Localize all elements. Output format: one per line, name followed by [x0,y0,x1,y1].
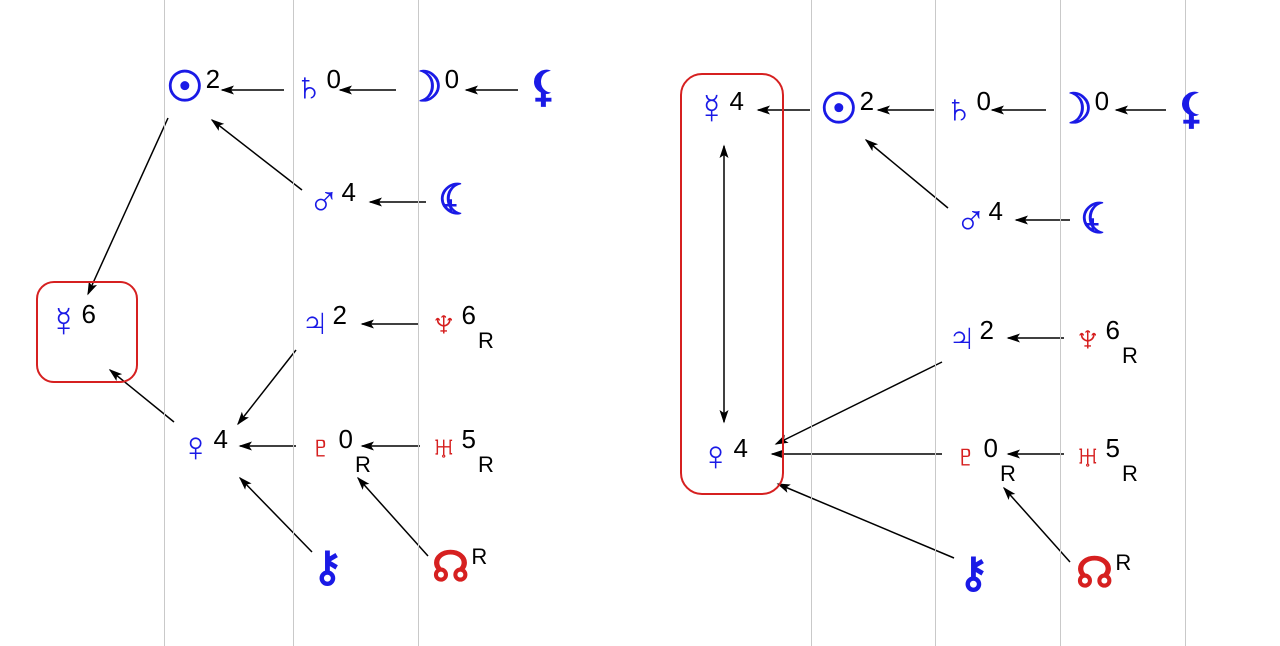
r-moon-glyph: ☽ [1055,88,1093,130]
l-saturn-glyph: ♄ [293,66,325,108]
r-pluto: ♇0R [950,435,998,477]
l-pluto-number: 0 [339,426,353,452]
l-mercury-number: 6 [82,301,96,327]
arrow [240,478,312,552]
l-node-retro: R [471,546,487,568]
r-chiron-glyph: ⚷ [958,552,989,594]
r-saturn: ♄0 [943,88,991,130]
r-lilith-glyph: ☾+ [1080,198,1118,240]
r-pluto-number: 0 [984,435,998,461]
r-uranus: ♅5R [1072,435,1120,477]
l-pluto-glyph: ♇ [305,426,337,468]
r-lilith2: ⚸ [1176,88,1207,130]
l-sun-number: 2 [206,66,220,92]
r-uranus-retro: R [1122,463,1138,485]
gridline [811,0,812,646]
r-neptune: ♆6R [1072,317,1120,359]
r-neptune-retro: R [1122,345,1138,367]
r-pluto-retro: R [1000,463,1016,485]
r-moon-number: 0 [1095,88,1109,114]
l-neptune: ♆6R [428,302,476,344]
r-pluto-glyph: ♇ [950,435,982,477]
r-uranus-glyph: ♅ [1072,435,1104,477]
l-moon: ☽0 [405,66,459,108]
l-venus-number: 4 [214,426,228,452]
l-lilith2-glyph: ⚸ [528,66,559,108]
l-jupiter: ♃2 [299,302,347,344]
l-neptune-number: 6 [462,302,476,328]
hl-right [680,73,784,495]
arrow [212,120,302,190]
r-sun: ☉2 [820,88,874,130]
l-node-glyph: ☊ [432,546,469,588]
l-uranus-number: 5 [462,426,476,452]
l-jupiter-number: 2 [333,302,347,328]
arrow [778,484,954,558]
diagram-stage: ☉2♄0☽0⚸♂4☾+☿6♃2♆6R♀4♇0R♅5R⚷☊R☿4☉2♄0☽0⚸♂4… [0,0,1280,646]
l-uranus-glyph: ♅ [428,426,460,468]
l-pluto-retro: R [355,454,371,476]
l-sun-glyph: ☉ [166,66,204,108]
r-venus-glyph: ♀ [700,435,732,477]
l-uranus: ♅5R [428,426,476,468]
r-neptune-glyph: ♆ [1072,317,1104,359]
r-uranus-number: 5 [1106,435,1120,461]
r-sun-glyph: ☉ [820,88,858,130]
r-node: ☊R [1076,552,1131,594]
r-venus-number: 4 [734,435,748,461]
l-lilith-glyph: ☾+ [438,179,476,221]
l-lilith2: ⚸ [528,66,559,108]
arrow [776,362,942,444]
r-lilith2-glyph: ⚸ [1176,88,1207,130]
l-mars-glyph: ♂ [308,179,340,221]
gridline [935,0,936,646]
l-chiron-glyph: ⚷ [312,546,343,588]
r-neptune-number: 6 [1106,317,1120,343]
l-saturn: ♄0 [293,66,341,108]
r-jupiter-number: 2 [980,317,994,343]
l-pluto: ♇0R [305,426,353,468]
l-mercury: ☿6 [48,301,96,343]
r-lilith: ☾+ [1080,198,1118,240]
l-neptune-retro: R [478,330,494,352]
l-saturn-number: 0 [327,66,341,92]
l-moon-number: 0 [445,66,459,92]
r-jupiter-glyph: ♃ [946,317,978,359]
r-moon: ☽0 [1055,88,1109,130]
r-mars-glyph: ♂ [955,198,987,240]
l-uranus-retro: R [478,454,494,476]
arrow [88,118,168,294]
r-node-glyph: ☊ [1076,552,1113,594]
arrow [238,350,296,424]
l-venus: ♀4 [180,426,228,468]
r-sun-number: 2 [860,88,874,114]
l-mars-number: 4 [342,179,356,205]
r-jupiter: ♃2 [946,317,994,359]
r-mars: ♂4 [955,198,1003,240]
l-mars: ♂4 [308,179,356,221]
r-venus: ♀4 [700,435,748,477]
l-node: ☊R [432,546,487,588]
l-sun: ☉2 [166,66,220,108]
l-mercury-glyph: ☿ [48,301,80,343]
l-moon-glyph: ☽ [405,66,443,108]
r-node-retro: R [1115,552,1131,574]
gridline [164,0,165,646]
r-chiron: ⚷ [958,552,989,594]
r-mars-number: 4 [989,198,1003,224]
l-lilith: ☾+ [438,179,476,221]
l-neptune-glyph: ♆ [428,302,460,344]
l-chiron: ⚷ [312,546,343,588]
r-mercury-glyph: ☿ [696,88,728,130]
r-mercury-number: 4 [730,88,744,114]
r-saturn-number: 0 [977,88,991,114]
l-venus-glyph: ♀ [180,426,212,468]
r-mercury: ☿4 [696,88,744,130]
r-saturn-glyph: ♄ [943,88,975,130]
l-jupiter-glyph: ♃ [299,302,331,344]
